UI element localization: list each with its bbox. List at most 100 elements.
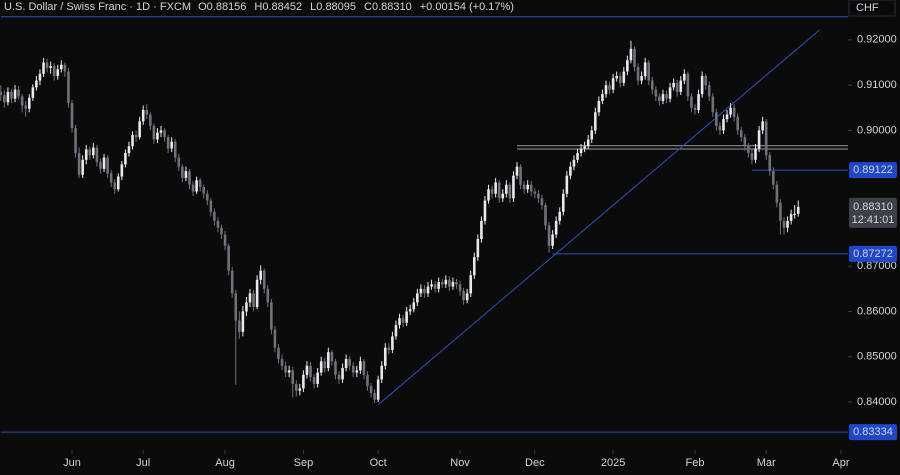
candle-body <box>323 361 327 369</box>
candle-body <box>497 182 501 199</box>
candle-body <box>149 114 152 126</box>
candle-body <box>558 211 562 221</box>
candle-body <box>732 107 736 117</box>
candle-body <box>280 359 284 366</box>
candle-body <box>743 137 747 147</box>
candle-body <box>309 365 312 378</box>
candle-body <box>754 148 757 160</box>
x-tick-label: Aug <box>215 457 235 469</box>
candle-body <box>319 361 323 373</box>
candle-body <box>465 293 469 301</box>
y-tick-label: 0.86000 <box>857 305 897 317</box>
candle-body <box>561 193 565 212</box>
candle-body <box>711 96 715 113</box>
candle-body <box>181 166 184 178</box>
x-tick-label: Oct <box>370 457 387 469</box>
candle-body <box>786 220 789 228</box>
candle-body <box>643 62 647 77</box>
candle-body <box>213 211 216 221</box>
candle-body <box>284 365 287 373</box>
candle-body <box>640 76 643 81</box>
candle-body <box>195 180 198 192</box>
candle-body <box>704 76 707 86</box>
candle-body <box>537 193 540 199</box>
candle-body <box>658 96 661 101</box>
candle-body <box>270 302 273 330</box>
candle-body <box>693 107 697 111</box>
candle-body <box>81 159 84 175</box>
candle-body <box>487 189 490 201</box>
candle-body <box>476 239 480 258</box>
y-tick-label: 0.84000 <box>857 396 897 408</box>
trendline <box>377 29 820 406</box>
candle-body <box>440 282 444 285</box>
candle-body <box>626 60 629 72</box>
candle-body <box>650 80 654 90</box>
candle-body <box>266 288 270 303</box>
candle-body <box>622 71 626 83</box>
candle-body <box>373 392 376 400</box>
candle-body <box>633 48 636 68</box>
candle-body <box>594 112 597 131</box>
candle-body <box>430 284 433 287</box>
candle-body <box>45 62 49 68</box>
candle-body <box>586 139 590 147</box>
x-tick-label: Dec <box>525 457 545 469</box>
candle-body <box>597 100 601 113</box>
candle-body <box>533 191 537 194</box>
ohlc-value: 0.88095 <box>316 1 357 13</box>
header: U.S. Dollar / Swiss Franc · 1D · FXCM O0… <box>4 1 518 13</box>
candle-body <box>252 293 255 307</box>
candle-body <box>184 171 188 178</box>
candle-body <box>494 182 497 194</box>
ohlc-field: C0.88310 <box>364 1 416 13</box>
x-tick-label: Apr <box>832 457 849 469</box>
candle-body <box>551 234 554 246</box>
candle-body <box>355 370 359 373</box>
candle-body <box>56 69 60 77</box>
y-tick-label: 0.92000 <box>857 34 897 46</box>
candle-body <box>52 66 56 77</box>
candle-body <box>102 157 106 169</box>
candle-body <box>757 130 761 149</box>
candle-body <box>163 130 166 138</box>
candle-body <box>604 85 608 95</box>
x-tick-label: Jun <box>63 457 81 469</box>
candle-body <box>629 48 633 61</box>
candle-body <box>166 137 170 149</box>
candle-body <box>451 282 455 287</box>
candle-body <box>715 112 718 126</box>
candle-body <box>519 166 522 185</box>
candle-body <box>38 73 42 81</box>
candle-body <box>312 377 316 384</box>
candle-body <box>305 365 309 375</box>
candle-body <box>448 279 451 287</box>
candle-body <box>661 94 665 101</box>
symbol: U.S. Dollar / Swiss Franc · 1D · FXCM <box>4 1 192 13</box>
candle-body <box>31 87 35 98</box>
candle-body <box>729 107 732 115</box>
candle-body <box>70 103 74 129</box>
candle-body <box>700 76 704 95</box>
candle-body <box>789 214 793 221</box>
countdown: 12:41:01 <box>852 214 895 226</box>
candle-body <box>483 200 487 221</box>
candle-body <box>387 347 391 350</box>
candle-body <box>359 361 362 371</box>
candle-body <box>298 388 302 391</box>
ohlc-label: H <box>254 1 263 13</box>
candle-body <box>779 202 782 221</box>
candle-body <box>198 180 202 187</box>
candle-body <box>77 153 81 175</box>
candle-body <box>351 365 355 373</box>
candle-body <box>416 293 419 303</box>
candle-body <box>20 96 24 106</box>
change: +0.00154 (+0.17%) <box>419 1 514 13</box>
candle-body <box>156 132 159 140</box>
candle-body <box>60 64 63 70</box>
candle-body <box>13 89 17 99</box>
current-price-badge <box>849 197 897 228</box>
candle-body <box>540 198 544 206</box>
candle-body <box>391 336 394 350</box>
